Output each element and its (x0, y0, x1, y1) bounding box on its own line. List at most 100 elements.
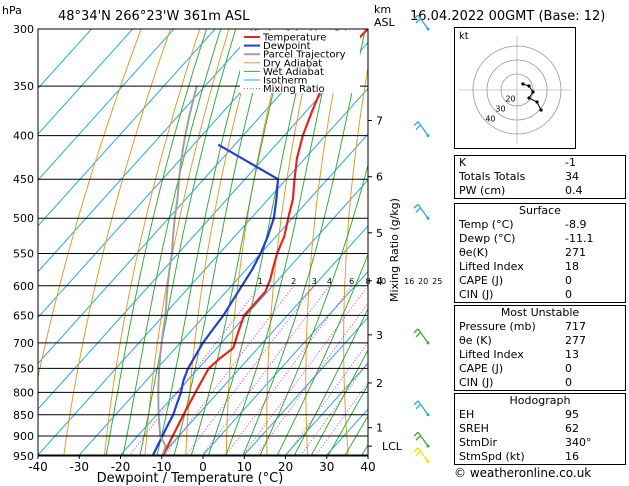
hodograph-point (527, 84, 531, 88)
wet-adiabat-line (293, 307, 368, 455)
wind-barb-flag (413, 400, 419, 406)
dry-adiabat-line (416, 29, 434, 475)
legend-entry: Mixing Ratio (263, 84, 325, 95)
stat-value: -8.9 (565, 218, 587, 231)
dry-adiabat-line (305, 29, 347, 455)
pressure-tick-label: 950 (13, 450, 34, 463)
isotherm-line (38, 87, 368, 455)
wet-adiabat-line (259, 163, 368, 455)
stat-row: CIN (J) 0 (455, 288, 625, 302)
hodograph-point (531, 90, 535, 94)
km-tick-label: 6 (376, 171, 383, 184)
wind-barb-flag (415, 451, 421, 457)
x-tick-label: 30 (319, 460, 334, 474)
mixing-ratio-label: 10 (376, 277, 386, 286)
hodograph: kt 20 30 40 (454, 27, 576, 149)
isotherm-line (38, 29, 257, 273)
wet-adiabat-line (173, 29, 271, 455)
hodograph-point (527, 96, 531, 100)
km-tick-label: 5 (376, 227, 383, 240)
isotherm-line (38, 29, 134, 135)
wind-barb-flag (413, 121, 419, 127)
km-label: km (374, 3, 391, 16)
wind-barb-base (426, 134, 430, 138)
mixing-ratio-line (164, 285, 294, 455)
mixing-ratio-label: 2 (291, 277, 296, 286)
mixing-ratio-axis-label: Mixing Ratio (g/kg) (388, 198, 401, 302)
stat-label: Lifted Index (459, 260, 524, 273)
stat-value: 95 (565, 408, 579, 421)
pressure-tick-label: 750 (13, 362, 34, 375)
stat-value: 271 (565, 246, 586, 259)
km-tick-label: 2 (376, 377, 383, 390)
wind-barb-base (426, 341, 430, 345)
stat-row: Lifted Index 13 (455, 348, 625, 362)
stat-value: 16 (565, 450, 579, 463)
wind-barb-staff (417, 121, 429, 136)
wind-barb-flag (415, 435, 421, 441)
wind-barb-base (426, 27, 430, 31)
stat-row: CAPE (J) 0 (455, 362, 625, 376)
mixing-ratio-label: 25 (432, 277, 442, 286)
lcl-label: LCL (382, 440, 403, 453)
legend-entry: Dry Adiabat (263, 58, 322, 69)
mixing-ratio-label: 20 (418, 277, 428, 286)
series-dewpoint (151, 143, 280, 455)
pressure-tick-label: 300 (13, 23, 34, 36)
wind-barb-staff (417, 14, 429, 30)
stat-row: StmDir 340° (455, 436, 625, 450)
stat-label: θe (K) (459, 334, 492, 347)
stat-value: -11.1 (565, 232, 594, 245)
hodograph-point (521, 82, 525, 86)
x-tick-label: -10 (152, 460, 172, 474)
stat-label: EH (459, 408, 475, 421)
pressure-tick-label: 550 (13, 248, 34, 261)
stat-label: StmDir (459, 436, 498, 449)
hodograph-ring-label: 30 (495, 105, 505, 114)
wet-adiabat-line (344, 415, 368, 455)
stat-value: 0 (565, 376, 572, 389)
hodograph-stats-panel: Hodograph EH 95 SREH 62 StmDir 340° StmSpd (kt… (454, 393, 626, 465)
wind-barb-flag (413, 447, 419, 453)
legend-entry: Isotherm (263, 76, 307, 87)
stat-value: 62 (565, 422, 579, 435)
wet-adiabat-line (327, 383, 368, 455)
stat-row: Dewp (°C) -11.1 (455, 232, 625, 246)
km-tick-label: 1 (376, 422, 383, 435)
stat-value: 13 (565, 348, 579, 361)
mixing-ratio-labels: 1 2 3 4 6 8 10 16 20 25 (258, 277, 443, 286)
hodograph-point (539, 108, 543, 112)
stat-row: CAPE (J) 0 (455, 274, 625, 288)
stat-label: Lifted Index (459, 348, 524, 361)
wind-barb-flag (415, 125, 421, 131)
wind-barb-flag (413, 203, 419, 209)
wind-barb-staff (417, 447, 429, 463)
legend-entry: Wet Adiabat (263, 67, 324, 78)
location-title: 48°34'N 266°23'W 361m ASL (58, 9, 250, 24)
stat-label: Temp (°C) (459, 218, 514, 231)
wind-barb-flag (415, 207, 421, 213)
pressure-tick-label: 800 (13, 386, 34, 399)
index-k-value: -1 (565, 156, 576, 169)
index-tt-label: Totals Totals (459, 170, 526, 183)
stat-row: CIN (J) 0 (455, 376, 625, 390)
stat-label: CAPE (J) (459, 274, 504, 287)
stat-row: θe(K) 271 (455, 246, 625, 260)
mixing-ratio-line (129, 285, 261, 455)
series-temperature (162, 29, 368, 455)
legend-entry: Dewpoint (263, 41, 311, 52)
hodograph-point (535, 100, 539, 104)
isotherm-line (243, 316, 368, 455)
mixing-ratio-label: 16 (404, 277, 414, 286)
x-tick-label: 0 (199, 460, 207, 474)
stat-label: θe(K) (459, 246, 489, 259)
pressure-tick-label: 900 (13, 430, 34, 443)
wind-barb-base (426, 216, 430, 220)
dry-adiabat-line (63, 29, 171, 455)
mixing-ratio-label: 4 (327, 277, 332, 286)
isotherm-line (38, 29, 299, 319)
wind-barb-flag (415, 404, 421, 410)
wind-barb-staff (417, 328, 429, 344)
hpa-label: hPa (2, 4, 22, 17)
